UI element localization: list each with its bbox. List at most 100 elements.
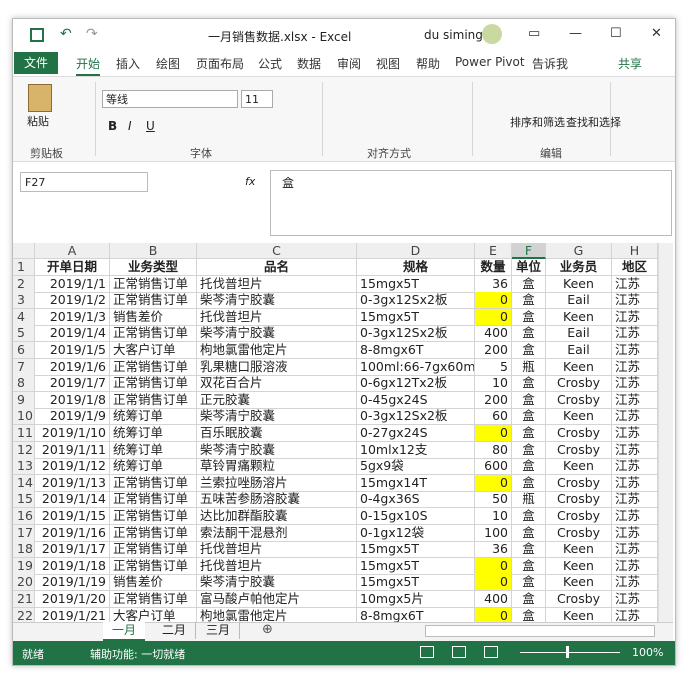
cell[interactable]: 瓶 [512, 358, 546, 376]
cell[interactable]: 江苏 [612, 574, 658, 592]
cell[interactable]: 正常销售订单 [110, 591, 197, 608]
cell[interactable]: 盒 [512, 391, 546, 409]
sheet-tab[interactable]: 三月 [197, 622, 240, 639]
cell[interactable]: 统筹订单 [110, 408, 197, 426]
cell[interactable]: 2019/1/13 [35, 474, 110, 492]
cell[interactable]: Crosby [546, 474, 612, 492]
cell[interactable]: Crosby [546, 508, 612, 525]
row-header[interactable]: 12 [13, 441, 35, 459]
column-header[interactable]: A [35, 243, 110, 259]
cell[interactable]: 2019/1/10 [35, 425, 110, 442]
row-header[interactable]: 9 [13, 391, 35, 409]
cell[interactable]: Crosby [546, 375, 612, 393]
cell[interactable]: Crosby [546, 441, 612, 459]
cell[interactable]: 正常销售订单 [110, 275, 197, 293]
cell[interactable]: 托伐普坦片 [197, 557, 357, 575]
row-header[interactable]: 13 [13, 458, 35, 476]
cell[interactable]: 业务员 [546, 259, 612, 276]
status-accessibility[interactable]: 辅助功能: 一切就绪 [90, 648, 186, 661]
cell[interactable]: 柴芩清宁胶囊 [197, 325, 357, 343]
cell[interactable]: 2019/1/21 [35, 607, 110, 622]
cell[interactable]: 正常销售订单 [110, 557, 197, 575]
window-control[interactable]: ✕ [651, 26, 662, 41]
cell[interactable]: 10mgx5片 [357, 591, 475, 608]
cell[interactable]: 盒 [512, 591, 546, 608]
cell[interactable]: 瓶 [512, 491, 546, 509]
redo-button[interactable]: ↷ [86, 26, 98, 42]
cell[interactable]: 柴芩清宁胶囊 [197, 292, 357, 310]
cell[interactable]: 盒 [512, 474, 546, 492]
cell[interactable]: 2019/1/19 [35, 574, 110, 592]
column-header[interactable]: F [512, 243, 546, 259]
cell[interactable]: 10 [475, 508, 512, 525]
column-header[interactable]: E [475, 243, 512, 259]
cell[interactable]: 盒 [512, 441, 546, 459]
cell[interactable]: Keen [546, 358, 612, 376]
cell[interactable]: 盒 [512, 458, 546, 476]
ribbon-tab[interactable]: 插入 [116, 57, 141, 71]
cell[interactable]: 2019/1/5 [35, 342, 110, 359]
cell[interactable]: 80 [475, 441, 512, 459]
name-box[interactable]: F27 [20, 172, 148, 192]
cell[interactable]: 15mgx5T [357, 308, 475, 326]
row-header[interactable]: 22 [13, 607, 35, 622]
row-header[interactable]: 7 [13, 358, 35, 376]
cell[interactable]: Keen [546, 607, 612, 622]
sort-filter-label[interactable]: 排序和筛选 [510, 116, 565, 129]
cell[interactable]: 15mgx5T [357, 541, 475, 559]
cell[interactable]: 200 [475, 342, 512, 359]
sheet-tab[interactable]: 一月 [103, 622, 145, 641]
cell[interactable]: 0 [475, 474, 512, 492]
cell[interactable]: Keen [546, 408, 612, 426]
cell[interactable]: 15mgx5T [357, 275, 475, 293]
cell[interactable]: 五味苦参肠溶胶囊 [197, 491, 357, 509]
ribbon-tab[interactable]: 文件 [14, 52, 58, 74]
cell[interactable]: 大客户订单 [110, 342, 197, 359]
cell[interactable]: 统筹订单 [110, 458, 197, 476]
cell[interactable]: Crosby [546, 425, 612, 442]
cell[interactable]: 正常销售订单 [110, 491, 197, 509]
cell[interactable]: 规格 [357, 259, 475, 276]
cell[interactable]: 江苏 [612, 425, 658, 442]
ribbon-tab[interactable]: 页面布局 [196, 57, 245, 71]
cell[interactable]: 2019/1/18 [35, 557, 110, 575]
cell[interactable]: 盒 [512, 425, 546, 442]
cell[interactable]: 单位 [512, 259, 546, 276]
cell[interactable]: 兰索拉唑肠溶片 [197, 474, 357, 492]
cell[interactable]: 盒 [512, 508, 546, 525]
row-header[interactable]: 17 [13, 524, 35, 542]
window-control[interactable]: — [569, 26, 582, 41]
cell[interactable]: Keen [546, 458, 612, 476]
column-header[interactable]: C [197, 243, 357, 259]
cell[interactable]: 400 [475, 591, 512, 608]
ribbon-tab[interactable]: Power Pivot [455, 55, 525, 69]
cell[interactable]: 2019/1/9 [35, 408, 110, 426]
cell[interactable]: 正常销售订单 [110, 541, 197, 559]
cell[interactable]: Keen [546, 308, 612, 326]
cell[interactable]: 江苏 [612, 458, 658, 476]
bold-button[interactable]: B [108, 119, 118, 133]
cell[interactable]: 江苏 [612, 557, 658, 575]
font-name-box[interactable]: 等线 [102, 90, 238, 108]
row-header[interactable]: 19 [13, 557, 35, 575]
cell[interactable]: 8-8mgx6T [357, 607, 475, 622]
row-header[interactable]: 15 [13, 491, 35, 509]
cell[interactable]: 15mgx5T [357, 574, 475, 592]
row-header[interactable]: 14 [13, 474, 35, 492]
cell[interactable]: 2019/1/11 [35, 441, 110, 459]
cell[interactable]: 0 [475, 607, 512, 622]
row-header[interactable]: 11 [13, 425, 35, 442]
cell[interactable]: 枸地氯雷他定片 [197, 342, 357, 359]
cell[interactable]: 8-8mgx6T [357, 342, 475, 359]
cell[interactable]: 江苏 [612, 491, 658, 509]
cell[interactable]: 400 [475, 325, 512, 343]
cell[interactable]: 0-1gx12袋 [357, 524, 475, 542]
cell[interactable]: 100 [475, 524, 512, 542]
cell[interactable]: 正常销售订单 [110, 474, 197, 492]
cell[interactable]: 0 [475, 425, 512, 442]
cell[interactable]: 达比加群酯胶囊 [197, 508, 357, 525]
cell[interactable]: 江苏 [612, 325, 658, 343]
cell[interactable]: 36 [475, 275, 512, 293]
cell[interactable]: 10 [475, 375, 512, 393]
ribbon-tab[interactable]: 告诉我 [532, 57, 569, 71]
